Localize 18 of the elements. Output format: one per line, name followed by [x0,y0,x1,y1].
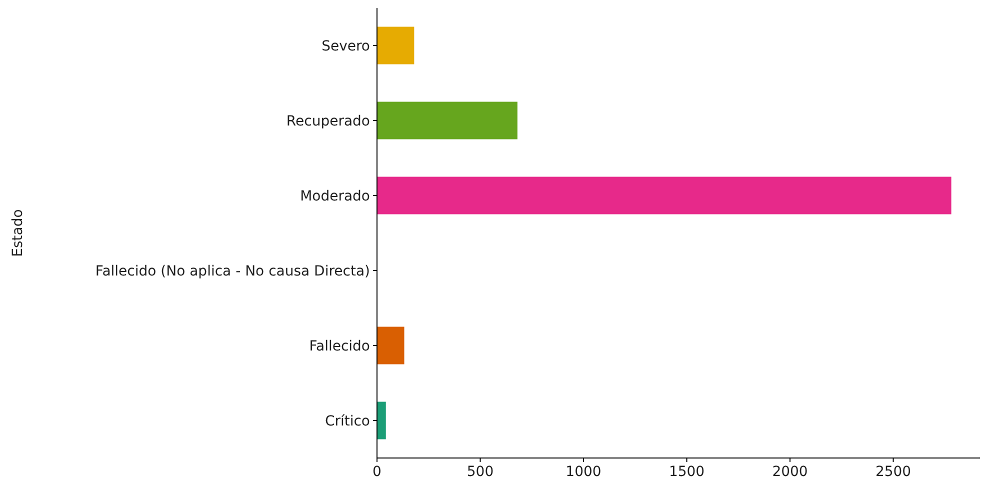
x-tick-label: 2000 [772,464,808,480]
y-tick-label: Crítico [324,413,370,430]
y-tick-label: Fallecido (No aplica - No causa Directa) [95,263,370,280]
bar [377,102,518,140]
y-tick-label: Fallecido [309,338,370,354]
bar [377,326,404,364]
y-tick-label: Severo [322,38,370,54]
bar [377,176,952,214]
bar [377,402,386,440]
y-axis-title: Estado [10,209,26,257]
y-tick-label: Recuperado [286,113,370,130]
x-tick-label: 1000 [566,464,602,480]
x-tick-label: 0 [372,464,382,480]
bar [377,26,414,64]
x-tick-label: 2500 [875,464,912,480]
x-tick-label: 500 [466,464,494,480]
y-tick-label: Moderado [300,188,370,204]
x-tick-label: 1500 [668,464,705,480]
